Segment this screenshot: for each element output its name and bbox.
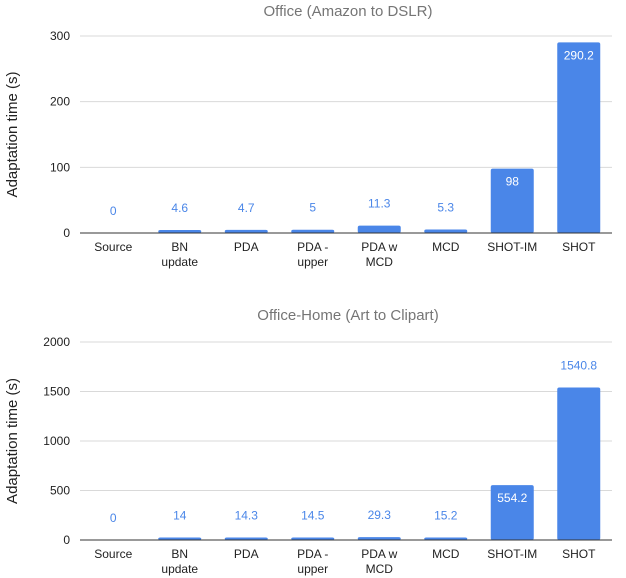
- chart-title: Office-Home (Art to Clipart): [257, 307, 438, 324]
- x-tick-label: PDA -: [297, 240, 328, 254]
- bar: [490, 485, 534, 540]
- chart-office-home-art-to-clipart: Office-Home (Art to Clipart) Adaptation t…: [4, 307, 612, 576]
- x-tick-label: MCD: [432, 240, 460, 254]
- y-tick-label: 2000: [43, 335, 70, 349]
- data-label: 5.3: [437, 201, 454, 215]
- x-tick-label: upper: [297, 562, 328, 576]
- y-tick-label: 500: [50, 484, 70, 498]
- data-label: 15.2: [434, 509, 458, 523]
- bar: [158, 229, 202, 233]
- bar: [158, 537, 202, 540]
- data-label: 14.5: [301, 509, 325, 523]
- y-tick-label: 1000: [43, 434, 70, 448]
- x-tick-label: update: [161, 562, 198, 576]
- chart-title: Office (Amazon to DSLR): [264, 3, 433, 20]
- data-label: 1540.8: [560, 358, 597, 372]
- x-tick-label: PDA: [234, 547, 259, 561]
- x-tick-label: SHOT: [562, 240, 596, 254]
- data-label: 14: [173, 509, 187, 523]
- y-tick-label: 1500: [43, 385, 70, 399]
- x-tick-label: PDA w: [361, 547, 397, 561]
- x-tick-label: PDA: [234, 240, 259, 254]
- data-label: 0: [110, 511, 117, 525]
- x-tick-label: MCD: [432, 547, 460, 561]
- x-tick-label: PDA -: [297, 547, 328, 561]
- data-label: 0: [110, 204, 117, 218]
- bar: [357, 537, 401, 540]
- y-tick-label: 100: [50, 160, 70, 174]
- data-label: 14.3: [235, 509, 259, 523]
- x-tick-label: BN: [171, 240, 188, 254]
- bar: [557, 42, 601, 233]
- data-label: 11.3: [368, 197, 391, 211]
- y-tick-label: 0: [63, 226, 70, 240]
- data-label: 554.2: [497, 491, 527, 505]
- x-tick-label: MCD: [366, 255, 394, 269]
- chart-office-amazon-to-dslr: Office (Amazon to DSLR) Adaptation time (…: [4, 3, 612, 269]
- bar: [557, 387, 601, 540]
- bar: [424, 537, 468, 540]
- x-tick-label: MCD: [366, 562, 394, 576]
- x-tick-label: upper: [297, 255, 328, 269]
- data-label: 5: [309, 201, 316, 215]
- bar: [424, 229, 468, 233]
- bar: [224, 229, 268, 233]
- x-tick-label: SHOT: [562, 547, 596, 561]
- y-axis-label: Adaptation time (s): [4, 378, 21, 504]
- data-label: 29.3: [368, 508, 392, 522]
- x-tick-label: update: [161, 255, 198, 269]
- x-tick-label: Source: [94, 240, 132, 254]
- data-label: 290.2: [564, 48, 594, 62]
- bar: [291, 229, 335, 233]
- y-tick-label: 300: [50, 29, 70, 43]
- x-tick-label: PDA w: [361, 240, 397, 254]
- y-tick-label: 200: [50, 95, 70, 109]
- data-label: 4.7: [238, 201, 255, 215]
- bar: [291, 537, 335, 540]
- bar: [357, 225, 401, 233]
- x-tick-label: SHOT-IM: [487, 547, 537, 561]
- y-axis-label: Adaptation time (s): [4, 72, 21, 198]
- x-tick-label: BN: [171, 547, 188, 561]
- data-label: 4.6: [171, 201, 188, 215]
- bar: [490, 168, 534, 233]
- y-tick-label: 0: [63, 533, 70, 547]
- bar: [224, 537, 268, 540]
- x-tick-label: Source: [94, 547, 132, 561]
- x-tick-label: SHOT-IM: [487, 240, 537, 254]
- data-label: 98: [506, 175, 520, 189]
